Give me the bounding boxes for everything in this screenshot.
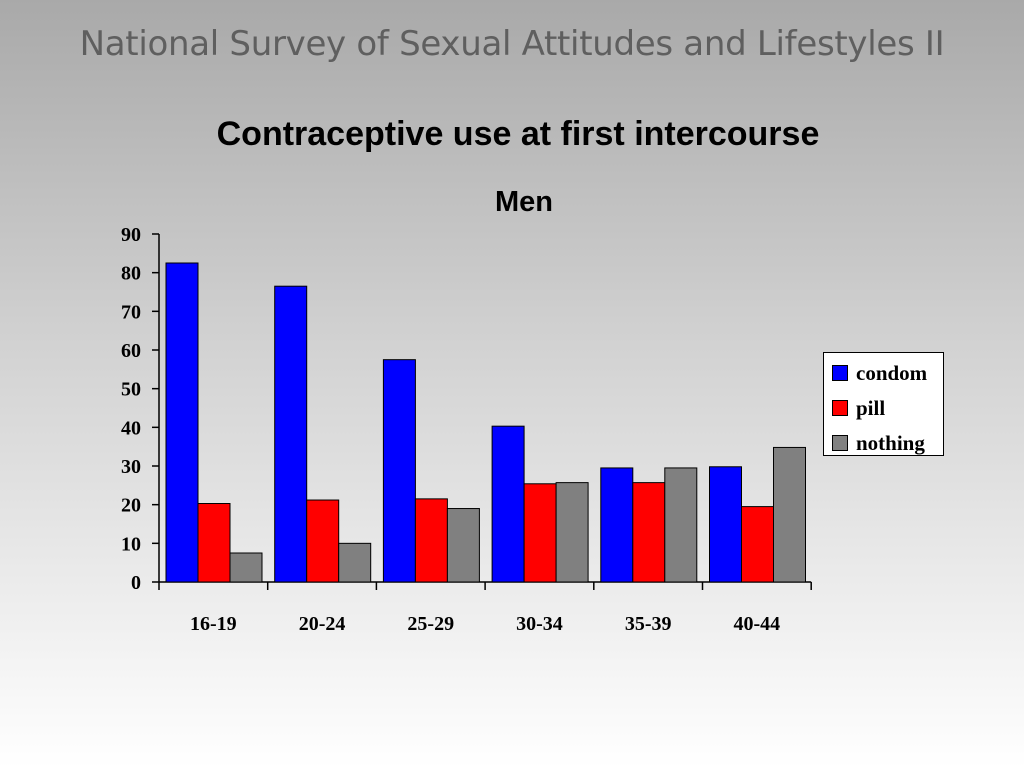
- legend-swatch-nothing: [832, 435, 848, 451]
- bar-pill: [741, 506, 774, 583]
- x-tick-label: 35-39: [625, 613, 672, 635]
- bar-nothing: [555, 482, 589, 583]
- y-tick-label: 80: [121, 263, 141, 285]
- bar-pill: [306, 499, 340, 583]
- y-tick-label: 20: [121, 495, 141, 517]
- chart-bars: [165, 262, 806, 583]
- legend-item-nothing: nothing: [832, 431, 925, 455]
- legend-swatch-condom: [832, 365, 848, 381]
- y-tick-label: 50: [121, 379, 141, 401]
- legend-item-condom: condom: [832, 361, 927, 385]
- chart-tick-labels: 0 10 20 30 40 50 60 70 80 90 16-19 20-24 25-29 30-34 3…: [121, 224, 780, 635]
- legend-label-pill: pill: [856, 395, 886, 420]
- bar-condom: [274, 285, 308, 583]
- bar-pill: [523, 483, 557, 583]
- bar-condom: [491, 425, 525, 583]
- bar-condom: [382, 359, 416, 583]
- bar-pill: [197, 503, 231, 583]
- x-tick-label: 20-24: [299, 613, 346, 635]
- y-tick-label: 0: [131, 572, 141, 594]
- bar-nothing: [446, 508, 480, 583]
- legend-swatch-pill: [832, 400, 848, 416]
- bar-nothing: [773, 446, 806, 583]
- x-tick-label: 40-44: [734, 613, 781, 635]
- bar-nothing: [664, 467, 698, 583]
- chart-legend: condom pill nothing: [823, 352, 944, 456]
- legend-label-nothing: nothing: [856, 430, 925, 455]
- y-tick-label: 60: [121, 340, 141, 362]
- x-tick-label: 30-34: [516, 613, 563, 635]
- chart-subtitle: Men: [495, 186, 553, 218]
- slide-title: National Survey of Sexual Attitudes and …: [79, 24, 945, 64]
- bar-condom: [600, 467, 634, 583]
- bar-condom: [165, 262, 199, 583]
- chart-title: Contraceptive use at first intercourse: [216, 115, 820, 153]
- bar-nothing: [229, 552, 263, 583]
- y-tick-label: 30: [121, 456, 141, 478]
- x-tick-label: 25-29: [407, 613, 454, 635]
- bar-nothing: [338, 542, 372, 583]
- x-tick-label: 16-19: [190, 613, 237, 635]
- legend-item-pill: pill: [832, 396, 885, 420]
- legend-label-condom: condom: [856, 360, 928, 385]
- y-tick-label: 10: [121, 533, 141, 555]
- bar-condom: [709, 466, 742, 583]
- y-tick-label: 40: [121, 417, 141, 439]
- chart-axes: [152, 233, 812, 590]
- bar-pill: [632, 482, 666, 583]
- y-tick-label: 70: [121, 301, 141, 323]
- bar-pill: [414, 498, 448, 583]
- y-tick-label: 90: [121, 224, 141, 246]
